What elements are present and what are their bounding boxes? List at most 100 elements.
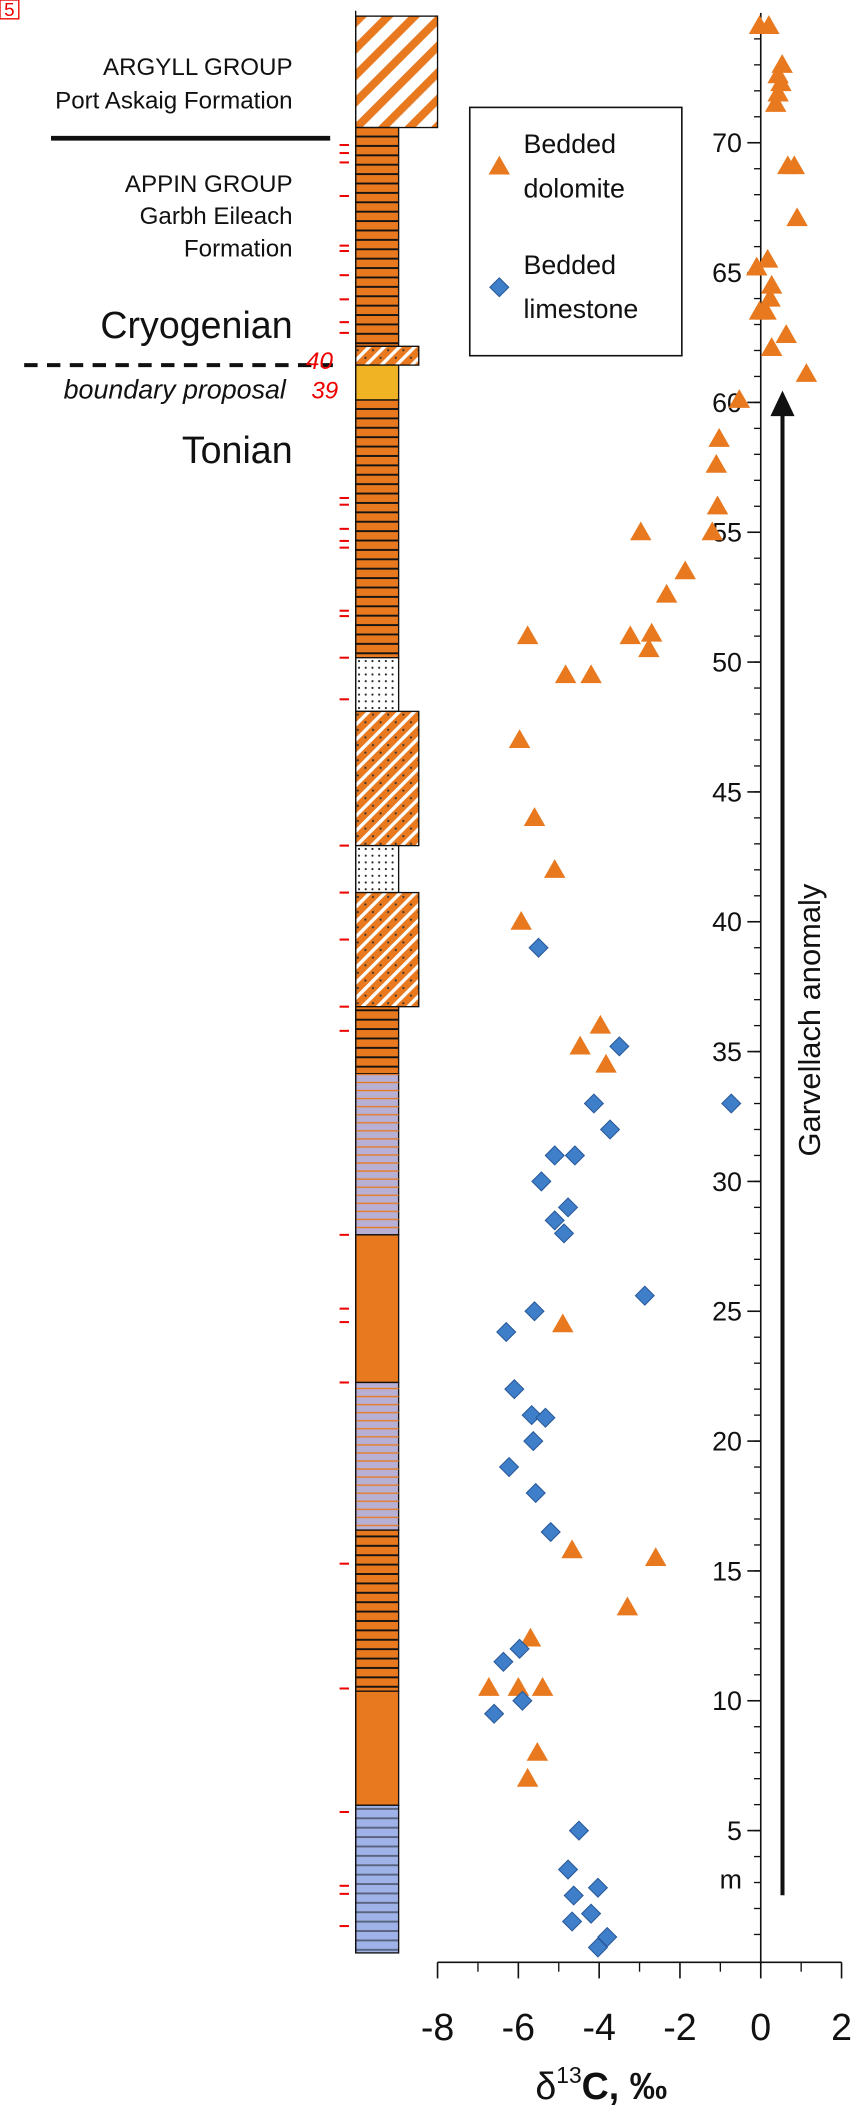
y-tick-label: 50: [712, 647, 742, 677]
triangle-marker: [516, 1767, 539, 1787]
formation-label: Port Askaig Formation: [55, 88, 292, 115]
x-tick-label: -8: [421, 2006, 454, 2048]
y-tick-label: 70: [712, 128, 742, 158]
stratigraphic-column: [355, 10, 439, 1954]
group-label: APPIN GROUP: [125, 171, 293, 198]
triangle-marker: [756, 248, 779, 268]
triangle-marker: [616, 1596, 639, 1616]
bed-number: 40: [306, 348, 333, 375]
triangle-marker: [701, 521, 724, 541]
formation-label: Formation: [184, 235, 293, 262]
sample-markers: [339, 143, 349, 1928]
period-label: Tonian: [182, 429, 293, 471]
triangle-marker: [783, 155, 806, 175]
triangle-marker: [619, 625, 641, 645]
panel-box: [0, 0, 20, 20]
diamond-marker: [561, 1911, 583, 1932]
triangle-marker: [745, 256, 768, 276]
y-tick-label: 40: [712, 907, 742, 937]
triangle-marker: [543, 859, 566, 878]
diamond-marker: [528, 937, 549, 958]
y-tick-label: 30: [712, 1167, 742, 1197]
triangle-marker: [519, 1627, 542, 1647]
triangle-marker: [758, 15, 780, 34]
diamond-marker: [587, 1877, 609, 1898]
triangle-marker: [595, 1053, 617, 1073]
diamond-marker: [509, 1638, 530, 1659]
legend-entry: Bedded dolomite: [523, 130, 625, 205]
diamond-marker: [512, 1690, 533, 1711]
diamond-marker: [524, 1301, 545, 1322]
triangle-marker: [760, 337, 783, 356]
triangle-marker: [767, 82, 789, 102]
x-tick-label: 2: [831, 2006, 852, 2048]
diamond-marker: [597, 1926, 618, 1948]
triangle-marker: [508, 729, 531, 749]
diamond-marker: [634, 1285, 655, 1306]
data-points: [478, 15, 818, 1958]
triangle-marker: [644, 1547, 667, 1566]
y-tick-label: 5: [727, 1816, 742, 1846]
diamond-marker: [489, 277, 510, 298]
legend-entry: Bedded limestone: [523, 251, 639, 325]
triangle-marker: [770, 72, 792, 92]
triangle-marker: [795, 363, 818, 382]
diamond-marker: [544, 1210, 565, 1231]
y-tick-label: 35: [712, 1037, 742, 1067]
x-tick-label: -6: [502, 2006, 535, 2048]
legend-box: [468, 106, 683, 357]
y-tick-label: 20: [712, 1426, 742, 1456]
formation-label: Garbh Eileach: [140, 203, 293, 230]
triangle-marker: [708, 428, 730, 447]
triangle-marker: [638, 638, 660, 658]
period-label: Cryogenian: [100, 304, 292, 346]
diamond-marker: [544, 1145, 565, 1166]
triangle-marker: [552, 1313, 574, 1333]
diamond-marker: [483, 1703, 505, 1724]
diamond-marker: [568, 1820, 590, 1841]
diamond-marker: [523, 1430, 544, 1452]
triangle-marker: [531, 1677, 554, 1696]
y-tick-label: 25: [712, 1297, 742, 1327]
bed-number: 39: [311, 378, 338, 405]
triangle-marker: [764, 93, 787, 112]
triangle-marker: [510, 911, 532, 930]
triangle-marker: [748, 300, 771, 320]
diamond-marker: [521, 1404, 542, 1426]
x-axis-title: δ13C, ‰: [535, 2062, 667, 2107]
legend-label: Bedded limestone: [523, 251, 639, 325]
diamond-marker: [563, 1885, 584, 1906]
diamond-marker: [496, 1321, 517, 1343]
triangle-marker: [760, 274, 783, 294]
triangle-marker: [630, 521, 652, 541]
diamond-marker: [525, 1482, 546, 1504]
diamond-marker: [557, 1197, 579, 1218]
triangle-marker: [674, 560, 696, 580]
diamond-marker: [535, 1407, 556, 1428]
triangle-marker: [569, 1035, 591, 1055]
triangle-marker: [561, 1539, 583, 1559]
triangle-marker: [640, 622, 663, 642]
y-tick-label: 45: [712, 777, 742, 807]
triangle-marker: [488, 155, 511, 175]
triangle-marker: [580, 664, 602, 684]
triangle-marker: [589, 1014, 612, 1034]
triangle-marker: [786, 207, 808, 227]
diamond-marker: [531, 1171, 552, 1192]
triangle-marker: [507, 1677, 530, 1696]
legend: Bedded dolomite Bedded limestone: [488, 130, 639, 325]
diamond-marker: [580, 1903, 602, 1924]
legend-label: Bedded dolomite: [523, 130, 625, 205]
triangle-marker: [771, 54, 793, 73]
x-tick-label: 0: [750, 2006, 771, 2048]
x-tick-label: -4: [582, 2006, 615, 2048]
diamond-marker: [498, 1456, 520, 1478]
y-tick-label: 65: [712, 258, 742, 288]
triangle-marker: [478, 1677, 500, 1696]
x-axis-title-part: δ: [535, 2065, 556, 2107]
triangle-marker: [759, 287, 781, 307]
diamond-marker: [587, 1937, 609, 1958]
x-axis-title-sup: 13: [556, 2062, 581, 2088]
